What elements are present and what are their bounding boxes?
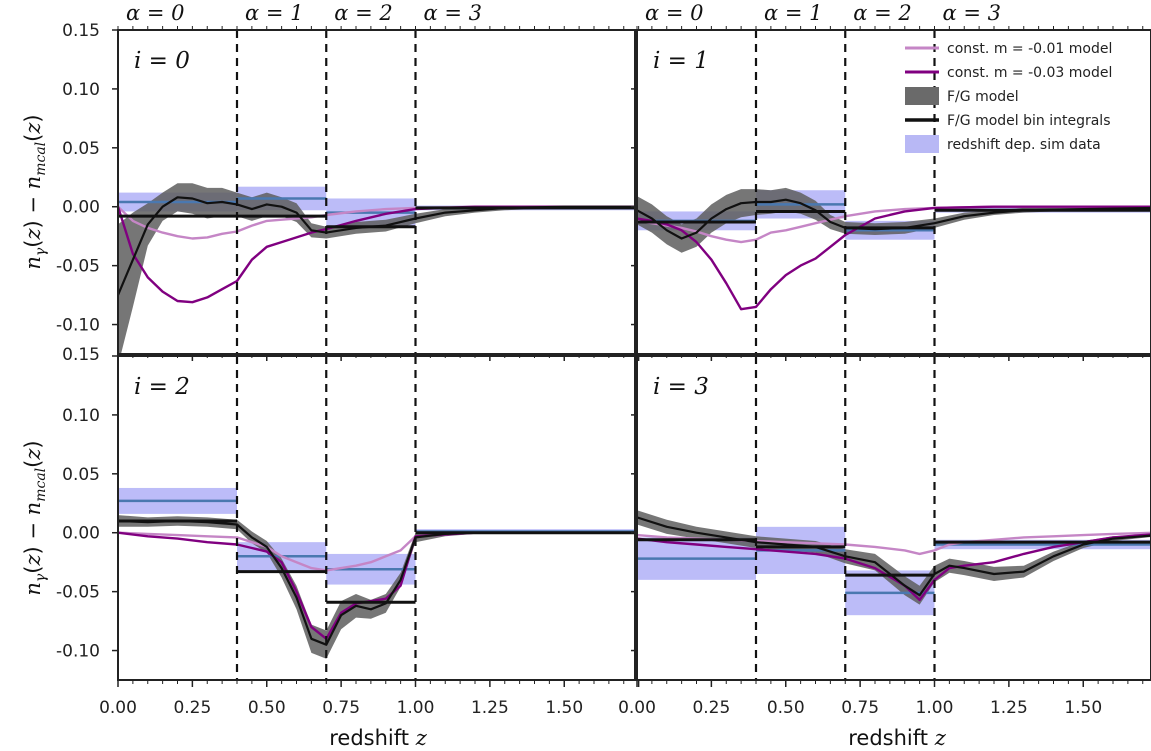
y-tick-label: 0.05 <box>62 139 100 159</box>
panel-label: i = 2 <box>134 374 190 400</box>
legend-swatch <box>905 135 939 153</box>
panel-3: i = 3 <box>631 355 1151 687</box>
m003-model-line <box>118 531 635 640</box>
alpha-label: α = 1 <box>764 1 823 25</box>
legend-label: redshift dep. sim data <box>947 137 1101 153</box>
x-tick-label: 0.75 <box>322 698 360 718</box>
panel-frame <box>636 355 1151 681</box>
legend-item-4: redshift dep. sim data <box>905 135 1101 153</box>
x-tick-label: 1.50 <box>545 698 583 718</box>
plot-area <box>118 487 635 659</box>
y-tick-label: 0.05 <box>62 465 100 485</box>
alpha-label: α = 0 <box>645 1 704 25</box>
x-tick-label: 0.00 <box>99 698 137 718</box>
m003-model-line <box>637 205 1151 311</box>
x-tick-label: 0.75 <box>841 698 879 718</box>
panel-frame <box>117 29 636 355</box>
y-tick-label: 0.00 <box>62 524 100 544</box>
panel-label: i = 0 <box>134 48 190 74</box>
alpha-label: α = 2 <box>334 1 393 25</box>
fg-model-line <box>118 519 635 646</box>
panel-frame <box>117 355 636 681</box>
legend-label: F/G model bin integrals <box>947 113 1110 129</box>
legend-label: const. m = -0.03 model <box>947 65 1112 81</box>
legend: const. m = -0.01 model const. m = -0.03 m… <box>905 41 1112 153</box>
alpha-label: α = 2 <box>853 1 912 25</box>
plot-area <box>637 510 1151 616</box>
legend-item-2: F/G model <box>905 87 1019 105</box>
x-tick-label: 0.25 <box>692 698 730 718</box>
alpha-label: α = 0 <box>126 1 185 25</box>
fg-model-line <box>637 198 1151 240</box>
y-axis-title-top: nγ(z) − nmcal(z) <box>21 114 49 269</box>
y-tick-label: -0.05 <box>56 257 100 277</box>
m003-model-line <box>637 533 1151 602</box>
x-tick-label: 1.25 <box>471 698 509 718</box>
x-tick-label: 0.00 <box>618 698 656 718</box>
y-tick-label: 0.10 <box>62 406 100 426</box>
x-tick-label: 0.50 <box>248 698 286 718</box>
x-tick-label: 1.00 <box>397 698 435 718</box>
y-tick-label: 0.15 <box>62 345 100 365</box>
alpha-label: α = 3 <box>943 1 1002 25</box>
y-tick-label: -0.05 <box>56 583 100 603</box>
m001-model-line <box>118 531 635 572</box>
legend-swatch <box>905 87 939 105</box>
plot-area <box>118 183 635 354</box>
y-axis-title-bottom: nγ(z) − nmcal(z) <box>21 440 49 595</box>
y-tick-label: 0.10 <box>62 80 100 100</box>
panels-layer: i = 0 i = 1 i = 2 i = 3 <box>112 26 1151 687</box>
x-tick-label: 1.25 <box>990 698 1028 718</box>
y-tick-label: -0.10 <box>56 316 100 336</box>
m003-model-line <box>118 205 635 304</box>
y-tick-label: -0.10 <box>56 642 100 662</box>
x-tick-label: 1.50 <box>1064 698 1102 718</box>
x-tick-label: 0.25 <box>173 698 211 718</box>
x-axis-title-right: redshift z <box>848 726 946 750</box>
legend-item-3: F/G model bin integrals <box>905 113 1110 129</box>
alpha-label: α = 1 <box>245 1 304 25</box>
fg-model-band <box>637 510 1151 605</box>
fg-model-line <box>637 516 1151 597</box>
panel-label: i = 3 <box>653 374 709 400</box>
panel-2: i = 2 <box>112 355 640 687</box>
legend-label: F/G model <box>947 89 1019 105</box>
plot-area <box>637 187 1151 311</box>
y-tick-label: 0.00 <box>62 198 100 218</box>
alpha-label: α = 3 <box>424 1 483 25</box>
text-layer: redshift z redshift z nγ(z) − nmcal(z) n… <box>21 1 1102 750</box>
y-tick-label: 0.15 <box>62 21 100 41</box>
panel-label: i = 1 <box>653 48 709 74</box>
panel-frame <box>636 29 1151 355</box>
legend-item-0: const. m = -0.01 model <box>905 41 1112 57</box>
legend-label: const. m = -0.01 model <box>947 41 1112 57</box>
x-tick-label: 1.00 <box>916 698 954 718</box>
legend-item-1: const. m = -0.03 model <box>905 65 1112 81</box>
x-axis-title-left: redshift z <box>329 726 427 750</box>
fg-model-line <box>118 196 635 296</box>
x-tick-label: 0.50 <box>767 698 805 718</box>
m001-model-line <box>118 205 635 240</box>
fg-model-band <box>118 183 635 354</box>
panel-0: i = 0 <box>112 26 640 361</box>
